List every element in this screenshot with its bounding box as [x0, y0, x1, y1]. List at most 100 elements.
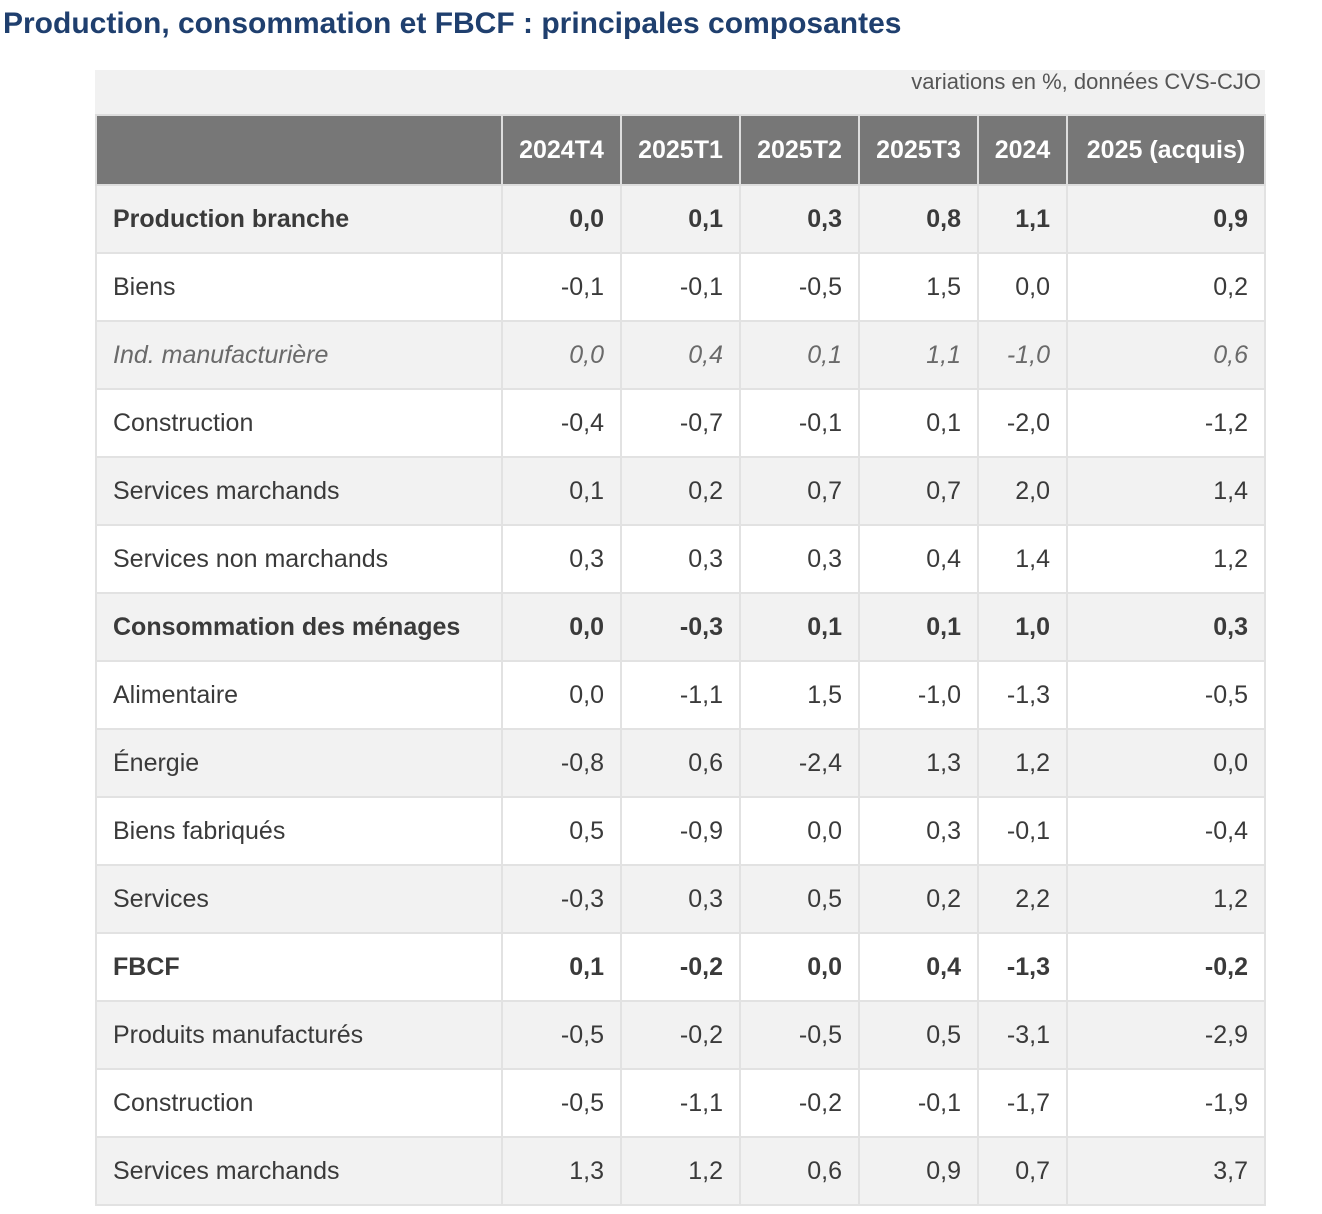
row-value: 0,8 [858, 184, 979, 254]
row-value: 1,2 [1066, 864, 1266, 934]
row-value: 0,3 [620, 864, 741, 934]
table-row: Production branche 0,0 0,1 0,3 0,8 1,1 0,9 [95, 184, 1266, 254]
row-value: -0,2 [620, 1000, 741, 1070]
row-value: 0,6 [1066, 320, 1266, 390]
row-label: Production branche [95, 184, 503, 254]
row-value: 1,5 [858, 252, 979, 322]
row-label: Construction [95, 388, 503, 458]
row-value: 0,1 [501, 456, 622, 526]
row-value: 1,1 [858, 320, 979, 390]
row-value: 0,3 [739, 524, 860, 594]
header-cell: 2025T1 [620, 114, 741, 186]
row-value: -0,1 [977, 796, 1068, 866]
row-value: 0,0 [977, 252, 1068, 322]
row-value: -0,4 [501, 388, 622, 458]
row-value: 0,0 [739, 796, 860, 866]
row-value: -0,2 [739, 1068, 860, 1138]
row-value: -0,2 [1066, 932, 1266, 1002]
header-cell: 2025T3 [858, 114, 979, 186]
row-value: 0,5 [858, 1000, 979, 1070]
row-value: -1,3 [977, 660, 1068, 730]
page-title: Production, consommation et FBCF : princ… [3, 7, 902, 40]
table-row: Ind. manufacturière 0,0 0,4 0,1 1,1 -1,0 0,6 [95, 320, 1266, 390]
row-value: 0,1 [620, 184, 741, 254]
row-label: Services non marchands [95, 524, 503, 594]
table-row: Produits manufacturés -0,5 -0,2 -0,5 0,5 -3,1… [95, 1000, 1266, 1070]
row-value: -0,5 [1066, 660, 1266, 730]
table-row: Services -0,3 0,3 0,5 0,2 2,2 1,2 [95, 864, 1266, 934]
row-value: 0,5 [501, 796, 622, 866]
row-label: Biens fabriqués [95, 796, 503, 866]
row-value: -0,5 [501, 1068, 622, 1138]
row-value: 0,0 [501, 660, 622, 730]
row-value: 0,0 [1066, 728, 1266, 798]
row-value: -1,2 [1066, 388, 1266, 458]
row-label: Produits manufacturés [95, 1000, 503, 1070]
row-label: Services marchands [95, 1136, 503, 1206]
header-row: 2024T4 2025T1 2025T2 2025T3 2024 2025 (acquis… [95, 114, 1266, 186]
row-value: -0,1 [858, 1068, 979, 1138]
row-value: 2,0 [977, 456, 1068, 526]
table-row: Services marchands 1,3 1,2 0,6 0,9 0,7 3,7 [95, 1136, 1266, 1206]
row-label: Services [95, 864, 503, 934]
row-value: 0,2 [620, 456, 741, 526]
row-value: 0,6 [620, 728, 741, 798]
row-value: 0,7 [977, 1136, 1068, 1206]
row-value: -0,5 [739, 1000, 860, 1070]
row-value: -0,2 [620, 932, 741, 1002]
row-value: 0,1 [858, 592, 979, 662]
row-value: 0,9 [1066, 184, 1266, 254]
row-value: 0,4 [858, 524, 979, 594]
row-value: -0,1 [739, 388, 860, 458]
table-row: Services non marchands 0,3 0,3 0,3 0,4 1,4 1,2 [95, 524, 1266, 594]
row-value: 3,7 [1066, 1136, 1266, 1206]
row-value: -0,4 [1066, 796, 1266, 866]
row-value: 0,7 [858, 456, 979, 526]
data-table: 2024T4 2025T1 2025T2 2025T3 2024 2025 (acquis… [95, 114, 1266, 1206]
row-value: 0,3 [858, 796, 979, 866]
row-value: 0,1 [739, 320, 860, 390]
row-value: 1,3 [501, 1136, 622, 1206]
row-value: -2,9 [1066, 1000, 1266, 1070]
row-value: 1,2 [977, 728, 1068, 798]
row-value: 0,6 [739, 1136, 860, 1206]
row-value: 1,5 [739, 660, 860, 730]
table-row: Construction -0,5 -1,1 -0,2 -0,1 -1,7 -1,9 [95, 1068, 1266, 1138]
row-value: -0,5 [501, 1000, 622, 1070]
row-value: 0,3 [1066, 592, 1266, 662]
row-value: 0,3 [620, 524, 741, 594]
row-value: 1,1 [977, 184, 1068, 254]
row-value: -0,1 [501, 252, 622, 322]
row-label: Construction [95, 1068, 503, 1138]
table-row: Biens fabriqués 0,5 -0,9 0,0 0,3 -0,1 -0,4 [95, 796, 1266, 866]
row-value: 1,4 [977, 524, 1068, 594]
row-value: 2,2 [977, 864, 1068, 934]
row-label: Biens [95, 252, 503, 322]
header-cell-label [95, 114, 503, 186]
row-value: 0,2 [1066, 252, 1266, 322]
row-label: Ind. manufacturière [95, 320, 503, 390]
row-value: 0,7 [739, 456, 860, 526]
row-value: 0,4 [620, 320, 741, 390]
row-value: 0,0 [501, 320, 622, 390]
table-row: Services marchands 0,1 0,2 0,7 0,7 2,0 1,4 [95, 456, 1266, 526]
row-value: -0,1 [620, 252, 741, 322]
row-value: 1,3 [858, 728, 979, 798]
row-value: 1,2 [620, 1136, 741, 1206]
row-value: 1,0 [977, 592, 1068, 662]
row-value: 0,5 [739, 864, 860, 934]
row-value: -0,8 [501, 728, 622, 798]
row-value: 0,9 [858, 1136, 979, 1206]
row-value: -0,9 [620, 796, 741, 866]
row-value: 0,4 [858, 932, 979, 1002]
row-value: -1,0 [858, 660, 979, 730]
row-value: -1,7 [977, 1068, 1068, 1138]
header-cell: 2025 (acquis) [1066, 114, 1266, 186]
row-value: 0,0 [739, 932, 860, 1002]
row-value: 0,1 [739, 592, 860, 662]
table-row: Consommation des ménages 0,0 -0,3 0,1 0,1 1,0… [95, 592, 1266, 662]
row-value: -0,7 [620, 388, 741, 458]
header-cell: 2025T2 [739, 114, 860, 186]
row-label: Alimentaire [95, 660, 503, 730]
table-container: variations en %, données CVS-CJO 2024T4 2… [95, 70, 1266, 1206]
